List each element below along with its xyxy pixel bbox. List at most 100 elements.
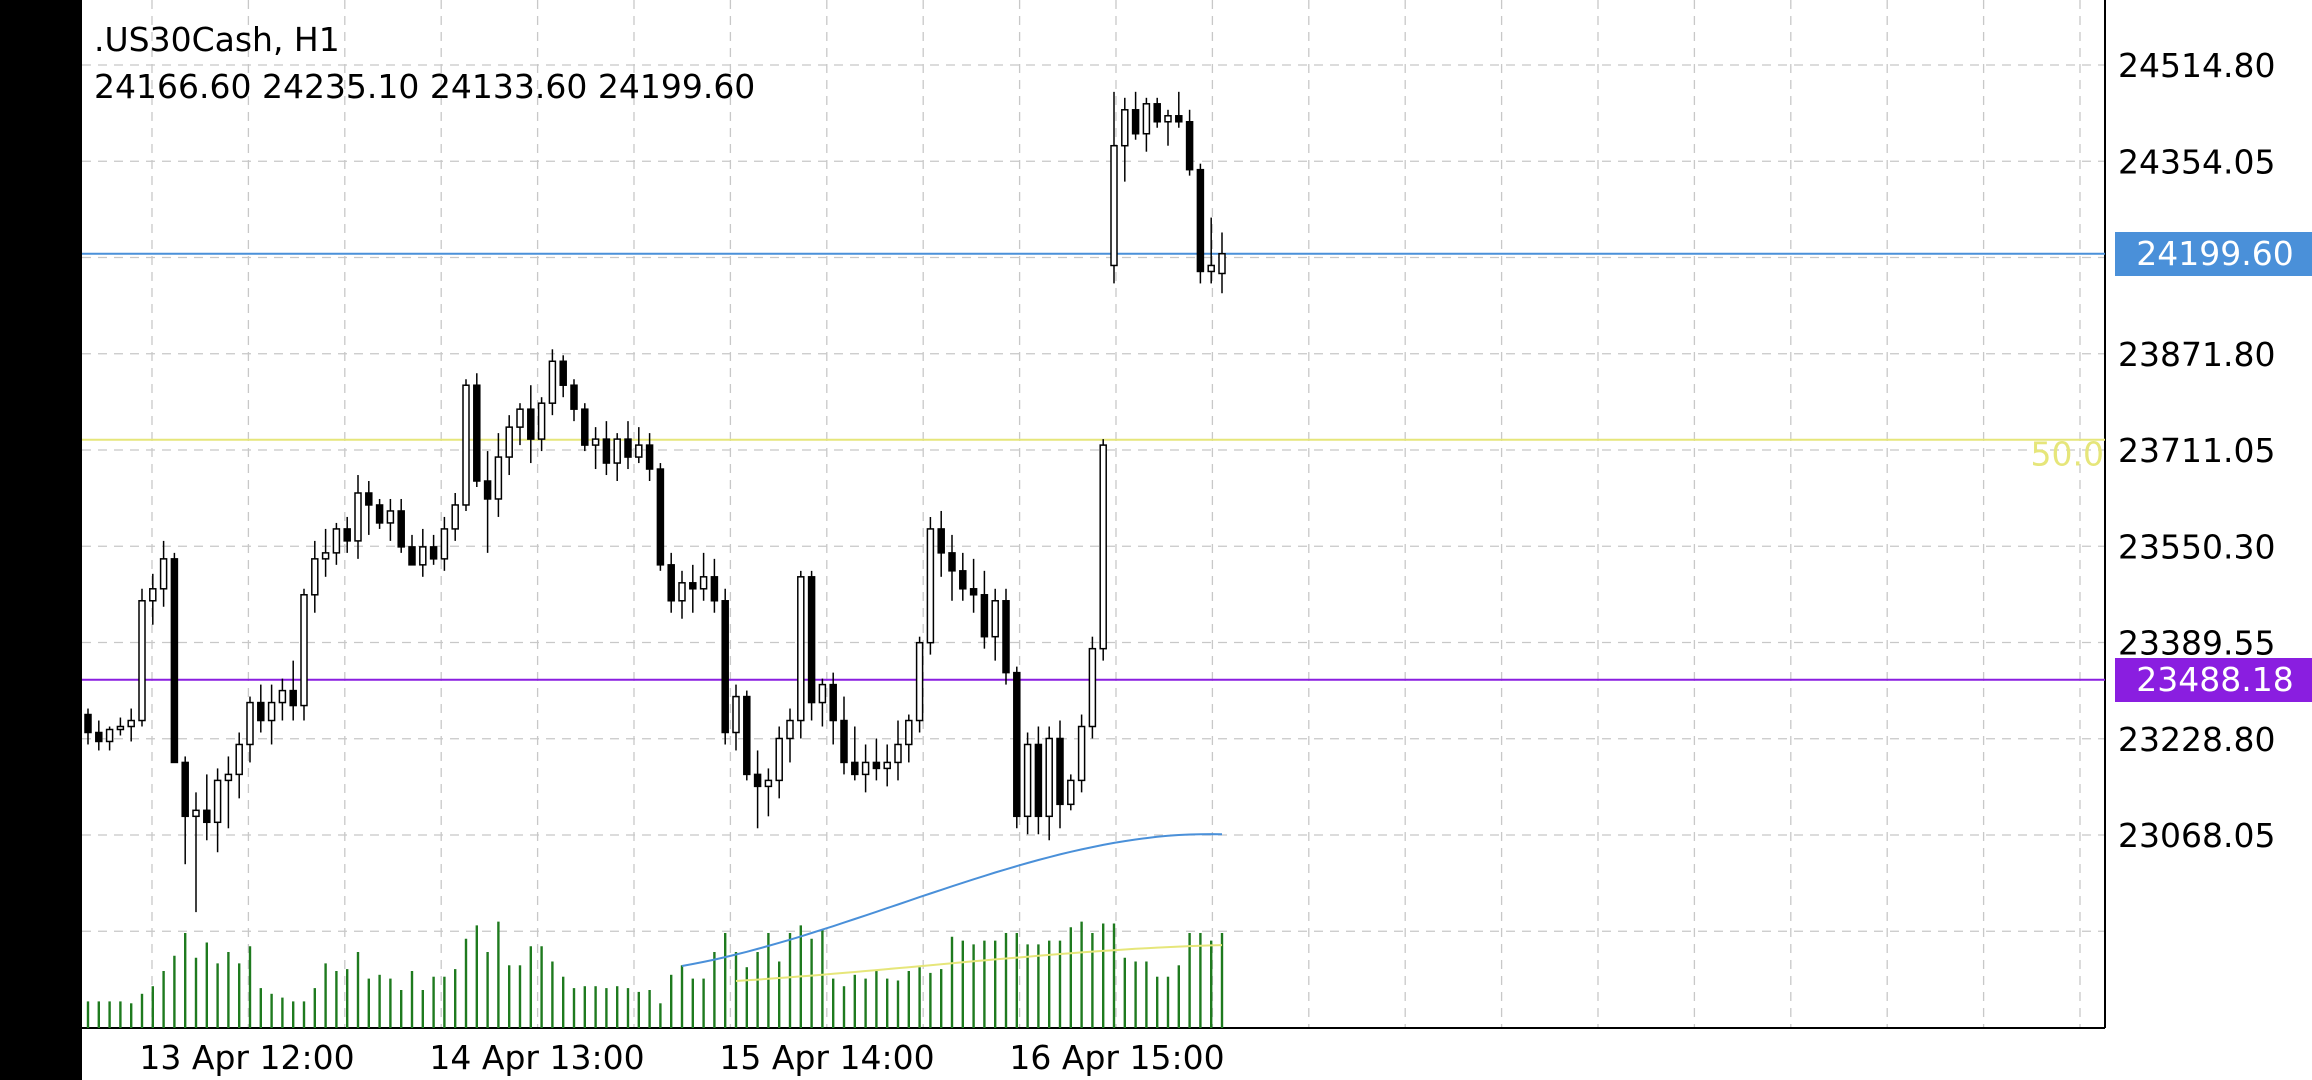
candle-body [1185,121,1194,171]
candle-body [440,528,449,560]
candle-body [915,641,924,722]
candle-body [419,546,427,566]
chart-area[interactable]: 24514.8024354.0524032.5523871.8023711.05… [82,0,2312,1080]
candle-body [807,576,816,704]
price-axis-label: 23389.55 [2118,624,2275,663]
candle-body [678,582,686,602]
candle-body [905,719,913,746]
candle-body [591,438,600,446]
candle-body [170,558,179,764]
candle-body [149,588,157,602]
candle-body [462,384,470,506]
candle-body [1121,109,1129,147]
candle-body [1067,779,1075,806]
candle-body [818,683,827,704]
candle-body [1077,725,1086,782]
candle-body [343,528,351,542]
candle-body [429,546,438,560]
candle-body [537,402,546,440]
candle-body [861,761,870,776]
candle-body [883,761,891,770]
candle-body [764,779,773,788]
candle-body [451,504,459,530]
candle-body [1056,737,1064,806]
candle-body [1002,600,1010,674]
candle-body [829,683,837,722]
candle-body [959,570,967,590]
candle-body [689,582,697,590]
candle-body [213,779,222,824]
candle-body [775,737,783,782]
candle-body [257,701,265,722]
candle-body [797,576,805,722]
candle-body [278,689,287,704]
candle-body [926,528,935,644]
candle-body [699,576,708,590]
level-price-tag: 23488.18 [2115,657,2312,702]
candle-body [1142,103,1151,135]
candle-body [732,695,740,734]
candle-body [300,594,308,707]
bid-price-tag: 24199.60 [2115,231,2312,276]
candle-body [948,552,956,572]
candle-body [872,761,881,770]
candle-body [602,438,611,464]
candle-body [84,713,92,734]
time-axis-label: 13 Apr 12:00 [139,1038,354,1077]
candle-body [311,558,319,596]
candle-body [980,594,989,638]
candle-body [645,444,654,470]
candle-body [397,510,405,548]
candle-body [127,719,135,728]
candle-body [1153,103,1161,123]
candle-body [667,564,675,602]
candle-body [851,761,859,776]
candle-body [354,492,362,542]
candle-body [267,701,276,722]
price-axis-label: 23711.05 [2118,431,2275,470]
candle-body [1088,647,1097,728]
candle-body [494,456,503,500]
candle-body [516,408,524,428]
candle-body [1196,168,1205,273]
candle-body [894,743,902,764]
candle-body [235,743,243,776]
candle-body [203,809,211,824]
candle-body [473,384,481,482]
chart-canvas[interactable]: 24514.8024354.0524032.5523871.8023711.05… [82,0,2312,1080]
candle-body [969,588,978,596]
candle-body [721,600,729,734]
candle-body [95,731,103,743]
candle-body [386,510,395,524]
ohlc-values: 24166.60 24235.10 24133.60 24199.60 [94,67,756,106]
price-axis-label: 23068.05 [2118,816,2275,855]
candle-body [527,408,535,440]
candle-body [159,558,168,590]
candle-body [753,773,762,788]
candle-body [1045,737,1053,818]
candle-body [181,761,189,818]
candle-body [656,468,665,566]
candle-body [1207,264,1215,273]
candle-body [1099,444,1107,650]
price-axis-label: 23228.80 [2118,720,2275,759]
candle-body [116,725,125,731]
candle-body [246,701,254,746]
candle-body [1110,144,1118,267]
price-axis-label: 23550.30 [2118,527,2275,566]
candle-body [1013,671,1021,818]
candle-body [192,809,200,818]
candle-body [1164,115,1172,123]
candle-body [375,504,384,524]
candle-body [1034,743,1043,818]
candle-body [408,546,416,566]
candle-body [559,360,567,386]
time-axis-label: 16 Apr 15:00 [1009,1038,1224,1077]
candle-body [786,719,794,740]
moving-average-slow [735,944,1223,982]
candle-body [321,552,330,560]
candle-body [289,689,297,707]
candle-body [570,384,578,410]
candle-body [635,444,643,458]
candle-body [224,773,233,782]
